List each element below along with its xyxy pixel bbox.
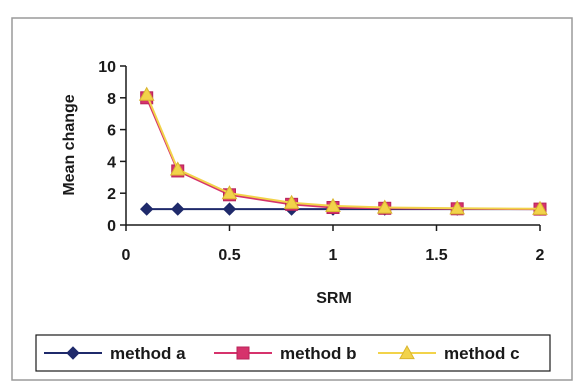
series-3-point — [138, 86, 155, 101]
legend-entry-label: method c — [444, 344, 520, 363]
x-tick-label: 2 — [536, 247, 545, 264]
series-3-point — [449, 200, 466, 215]
series-1-point — [171, 202, 185, 216]
y-tick-label: 6 — [107, 123, 116, 140]
x-tick-label: 1.5 — [425, 247, 447, 264]
legend-box — [35, 334, 551, 372]
y-tick-label: 2 — [107, 186, 116, 203]
series-3-point — [283, 194, 300, 209]
y-tick-label: 4 — [107, 154, 116, 171]
y-tick-label: 0 — [107, 218, 116, 235]
series-3-point — [532, 200, 548, 215]
y-axis-title: Mean change — [61, 94, 78, 195]
series-layer — [138, 86, 548, 216]
axes: 0 2 4 6 8 10 0 0.5 1 1.5 2 — [98, 59, 544, 264]
x-tick-label: 0 — [122, 247, 131, 264]
series-3-point — [376, 199, 393, 214]
legend-swatch-marker — [236, 346, 250, 360]
series-3 — [138, 86, 548, 215]
x-tick-label: 1 — [329, 247, 338, 264]
series-3-point — [169, 161, 186, 176]
x-tick-label: 0.5 — [218, 247, 240, 264]
y-tick-label: 10 — [98, 59, 116, 76]
series-3-point — [221, 185, 238, 200]
series-3-point — [325, 197, 341, 213]
legend-entry-label: method b — [280, 344, 357, 363]
legend-swatch-marker — [399, 344, 415, 360]
legend-swatch-marker — [66, 346, 80, 360]
x-axis-title: SRM — [316, 290, 352, 307]
y-tick-label: 8 — [107, 91, 116, 108]
series-1-point — [139, 202, 154, 216]
legend-entry-label: method a — [110, 344, 186, 363]
series-3-line — [145, 94, 541, 210]
legend: method a method b method c — [35, 334, 551, 372]
series-1-point — [222, 202, 237, 216]
